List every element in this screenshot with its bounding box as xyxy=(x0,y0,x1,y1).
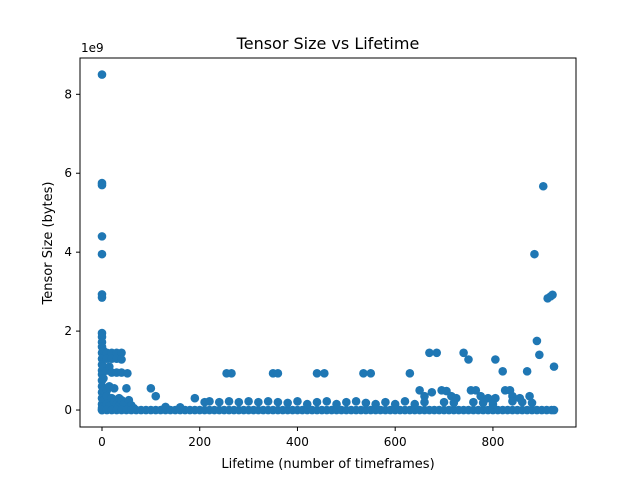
data-point xyxy=(517,397,527,407)
data-point xyxy=(312,397,322,407)
data-point xyxy=(117,355,126,364)
data-point xyxy=(478,398,488,408)
data-point xyxy=(97,232,107,241)
y-tick-label: 2 xyxy=(64,324,72,338)
data-point xyxy=(234,397,244,407)
y-tick-label: 8 xyxy=(64,87,72,101)
data-point xyxy=(97,70,107,79)
data-point xyxy=(151,391,161,401)
data-point xyxy=(390,399,400,409)
plot-frame xyxy=(79,57,577,428)
y-tick-label: 6 xyxy=(64,166,72,180)
data-point xyxy=(117,348,126,358)
x-axis-ticks: 0 200 400 600 800 xyxy=(98,427,504,449)
data-point xyxy=(530,249,539,259)
y-axis-ticks: 0 2 4 6 8 xyxy=(64,87,80,417)
data-point xyxy=(371,399,380,409)
data-point xyxy=(427,387,437,397)
data-point xyxy=(549,362,559,371)
x-tick-label: 800 xyxy=(481,435,504,449)
data-point xyxy=(97,293,107,302)
data-point xyxy=(351,397,361,406)
data-point xyxy=(123,369,132,378)
data-point xyxy=(342,397,351,407)
data-point xyxy=(410,399,420,409)
chart-title: Tensor Size vs Lifetime xyxy=(236,34,420,53)
data-point xyxy=(302,399,312,409)
data-point xyxy=(161,402,170,412)
y-tick-label: 4 xyxy=(64,245,72,259)
data-point xyxy=(548,290,557,300)
data-point xyxy=(263,397,273,406)
data-point xyxy=(109,384,119,393)
data-point xyxy=(254,397,263,407)
data-point xyxy=(381,397,390,407)
data-point xyxy=(405,369,415,378)
data-point xyxy=(97,249,107,259)
data-point xyxy=(464,355,473,364)
data-point xyxy=(320,369,329,378)
data-point xyxy=(175,402,185,412)
data-point xyxy=(322,397,332,406)
data-point xyxy=(205,397,214,406)
y-tick-label: 0 xyxy=(64,403,72,417)
data-point xyxy=(549,405,559,415)
data-point xyxy=(293,397,302,406)
data-point xyxy=(214,397,224,407)
x-tick-label: 200 xyxy=(188,435,211,449)
data-point xyxy=(522,367,532,376)
data-point xyxy=(432,348,442,358)
data-point xyxy=(227,369,236,378)
data-point xyxy=(439,397,449,407)
data-point xyxy=(273,397,283,407)
data-point xyxy=(525,391,534,401)
y-axis-offset-text: 1e9 xyxy=(81,41,104,55)
data-point xyxy=(312,369,322,378)
data-point xyxy=(273,369,283,378)
data-point xyxy=(361,398,371,408)
data-point xyxy=(146,384,156,393)
data-point xyxy=(491,355,500,364)
data-point xyxy=(420,391,429,401)
data-point xyxy=(366,369,376,378)
data-point xyxy=(508,397,517,406)
data-point xyxy=(97,180,107,190)
data-point xyxy=(190,393,200,403)
data-point xyxy=(224,397,234,406)
x-tick-label: 600 xyxy=(384,435,407,449)
data-point xyxy=(498,367,508,376)
data-point xyxy=(359,369,368,378)
data-point xyxy=(538,181,548,191)
data-point xyxy=(425,348,434,358)
data-point xyxy=(532,336,542,346)
data-point xyxy=(471,386,481,395)
data-point xyxy=(400,397,410,406)
data-point xyxy=(415,386,424,395)
data-point xyxy=(244,397,253,406)
data-point xyxy=(332,399,341,409)
data-point xyxy=(449,398,459,408)
x-tick-label: 400 xyxy=(286,435,309,449)
data-point xyxy=(99,374,108,383)
data-point xyxy=(420,397,429,407)
x-axis-label: Lifetime (number of timeframes) xyxy=(221,457,434,472)
data-point xyxy=(535,350,544,360)
x-tick-label: 0 xyxy=(98,435,106,449)
data-point xyxy=(488,399,498,409)
data-point xyxy=(283,398,292,408)
data-point xyxy=(469,397,478,407)
data-point xyxy=(527,398,537,408)
y-axis-label: Tensor Size (bytes) xyxy=(41,182,56,306)
data-point xyxy=(122,384,131,393)
data-point xyxy=(459,348,468,358)
data-point xyxy=(476,391,486,401)
data-points xyxy=(97,70,559,415)
